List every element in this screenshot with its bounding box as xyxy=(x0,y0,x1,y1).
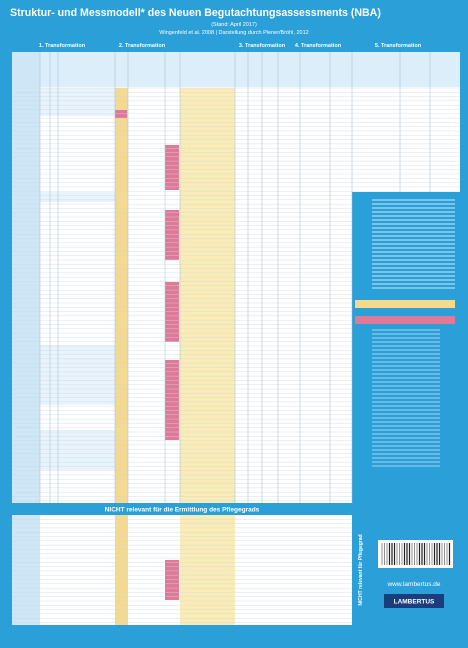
group-band xyxy=(40,88,115,116)
logo xyxy=(384,594,444,608)
column-band xyxy=(12,52,40,503)
side-label: NICHT relevant für Pflegegrad xyxy=(358,534,364,605)
column-band xyxy=(12,515,40,625)
pink-cell xyxy=(165,145,179,190)
column-band xyxy=(180,515,235,625)
header-row xyxy=(12,52,460,87)
section-header: 1. Transformation xyxy=(39,43,86,49)
logo-text: LAMBERTUS xyxy=(394,599,435,606)
pink-cell xyxy=(165,210,179,260)
barcode-box xyxy=(378,540,453,568)
pink-cell xyxy=(165,282,179,342)
column-band xyxy=(180,88,235,503)
date: (Stand: April 2017) xyxy=(211,22,257,28)
source: Wingenfeld et al. 2008 | Darstellung dur… xyxy=(159,30,308,36)
divider-text: NICHT relevant für die Ermittlung des Pf… xyxy=(105,507,260,514)
group-band xyxy=(40,192,115,202)
section-header: 4. Transformation xyxy=(295,43,342,49)
section-header: 5. Transformation xyxy=(375,43,422,49)
section-header: 2. Transformation xyxy=(119,43,166,49)
column-band xyxy=(115,515,128,625)
url: www.lambertus.de xyxy=(386,581,440,588)
legend-pink xyxy=(355,316,455,324)
pink-cell xyxy=(165,360,179,440)
divider-band xyxy=(12,503,352,515)
section-header: 3. Transformation xyxy=(239,43,286,49)
pink-cell xyxy=(165,560,179,600)
title: Struktur- und Messmodell* des Neuen Begu… xyxy=(10,7,381,19)
group-band xyxy=(40,430,115,470)
legend-yellow xyxy=(355,300,455,308)
column-band xyxy=(115,88,128,503)
group-band xyxy=(40,345,115,405)
